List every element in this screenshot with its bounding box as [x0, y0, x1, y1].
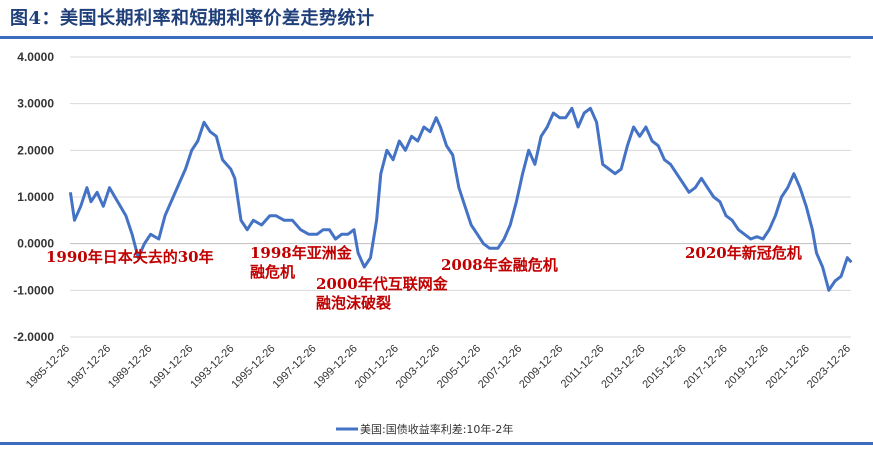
- annotation-1990: 1990年日本失去的30年: [46, 248, 214, 266]
- y-tick-label: -2.0000: [13, 330, 54, 344]
- annotation-2020: 2020年新冠危机: [685, 244, 802, 262]
- annotations: 1990年日本失去的30年 1998年亚洲金 融危机 2000年代互联网金 融泡…: [46, 244, 802, 312]
- chart-title: 图4：美国长期利率和短期利率价差走势统计: [10, 8, 375, 29]
- y-tick-label: 0.0000: [17, 237, 54, 251]
- y-tick-label: 2.0000: [17, 143, 54, 157]
- y-axis: 4.0000 3.0000 2.0000 1.0000 0.0000 -1.0000 -2.…: [13, 50, 54, 344]
- annotation-2008: 2008年金融危机: [441, 256, 558, 274]
- annotation-1998: 1998年亚洲金 融危机: [250, 244, 357, 281]
- bottom-rule: [0, 442, 873, 445]
- legend-label: 美国:国债收益率利差:10年-2年: [360, 422, 513, 436]
- x-tick-label: 2009-12-26: [517, 343, 565, 391]
- y-tick-label: 4.0000: [17, 50, 54, 64]
- series-line-0: [68, 106, 853, 292]
- x-axis: 1985-12-261987-12-261989-12-261991-12-26…: [24, 343, 853, 391]
- legend: 美国:国债收益率利差:10年-2年: [336, 422, 513, 436]
- series-layer: [68, 106, 853, 292]
- annotation-2000: 2000年代互联网金 融泡沫破裂: [316, 275, 453, 312]
- annotation-1990-line-1: 1990年日本失去的30年: [46, 248, 214, 266]
- annotation-2000-line-1: 2000年代互联网金: [316, 275, 449, 293]
- x-tick-label: 2023-12-26: [805, 343, 853, 391]
- annotation-1998-line-1: 1998年亚洲金: [250, 244, 353, 262]
- y-tick-label: 1.0000: [17, 190, 54, 204]
- annotation-1998-line-2: 融危机: [250, 263, 295, 281]
- annotation-2008-line-1: 2008年金融危机: [441, 256, 558, 274]
- annotation-2000-line-2: 融泡沫破裂: [316, 294, 391, 312]
- y-tick-label: -1.0000: [13, 283, 54, 297]
- y-tick-label: 3.0000: [17, 97, 54, 111]
- top-rule: [0, 36, 873, 39]
- annotation-2020-line-1: 2020年新冠危机: [685, 244, 802, 262]
